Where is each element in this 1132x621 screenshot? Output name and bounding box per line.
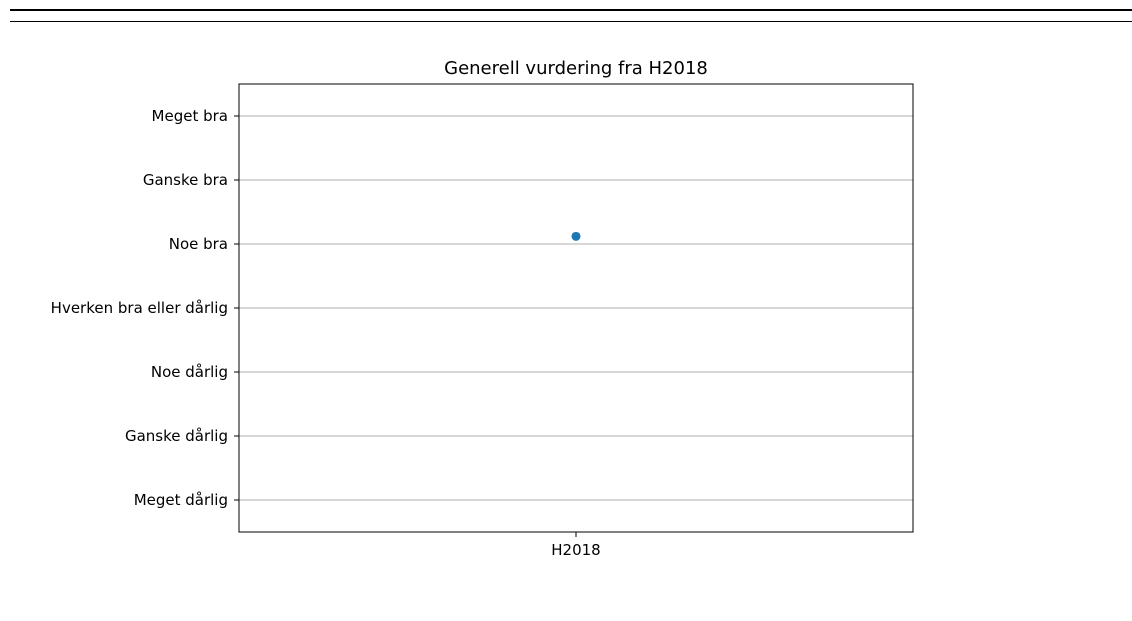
y-tick-label: Hverken bra eller dårlig	[51, 299, 228, 317]
y-tick-label: Ganske bra	[143, 171, 228, 189]
gridlines	[239, 115, 913, 501]
y-tick-label: Noe bra	[169, 235, 228, 253]
y-axis: Meget dårlig Ganske dårlig Noe dårlig Hverk…	[51, 107, 239, 509]
top-rule	[10, 9, 1132, 11]
x-tick-label: H2018	[551, 541, 600, 559]
x-axis: H2018	[551, 532, 601, 559]
y-tick-label: Meget bra	[152, 107, 228, 125]
chart-title: Generell vurdering fra H2018	[444, 58, 708, 79]
data-point	[571, 231, 581, 241]
y-tick-label: Meget dårlig	[134, 491, 228, 509]
y-tick-label: Noe dårlig	[151, 363, 228, 381]
top-rule-thin	[10, 21, 1132, 22]
y-tick-label: Ganske dårlig	[125, 427, 228, 445]
data-points	[571, 231, 581, 241]
